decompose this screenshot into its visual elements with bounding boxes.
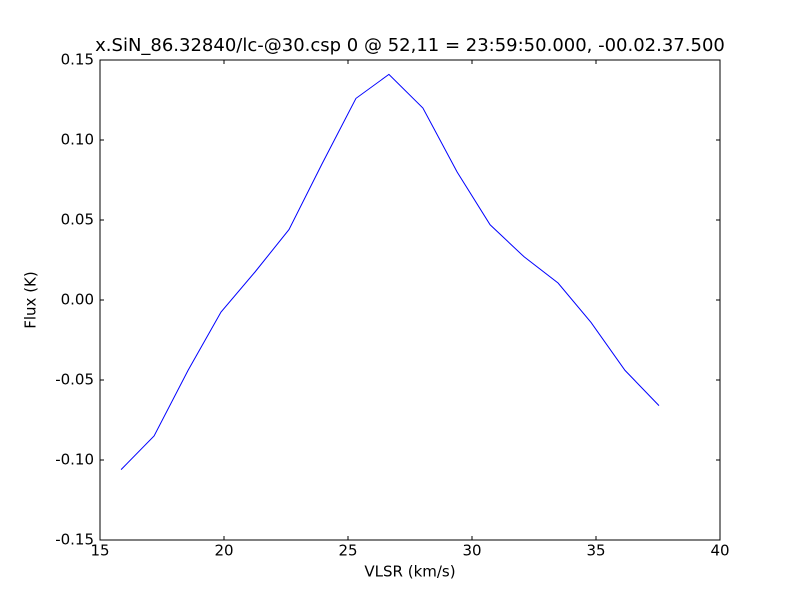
- x-tick-label: 40: [710, 542, 729, 560]
- y-tick-label: 0.00: [61, 291, 94, 309]
- y-axis-label: Flux (K): [22, 271, 40, 329]
- plot-frame: [99, 59, 721, 541]
- y-tick-label: -0.05: [55, 371, 94, 389]
- x-tick-label: 15: [90, 542, 109, 560]
- y-tick-label: 0.15: [61, 51, 94, 69]
- x-tick-label: 30: [462, 542, 481, 560]
- y-tick-label: 0.05: [61, 211, 94, 229]
- y-tick-label: -0.15: [55, 531, 94, 549]
- y-tick-label: 0.10: [61, 131, 94, 149]
- data-line: [120, 73, 660, 470]
- y-tick-label: -0.10: [55, 451, 94, 469]
- x-tick-label: 25: [338, 542, 357, 560]
- chart-title: x.SiN_86.32840/lc-@30.csp 0 @ 52,11 = 23…: [95, 35, 725, 56]
- x-axis-label: VLSR (km/s): [364, 563, 455, 581]
- x-tick-label: 35: [586, 542, 605, 560]
- x-tick-label: 20: [214, 542, 233, 560]
